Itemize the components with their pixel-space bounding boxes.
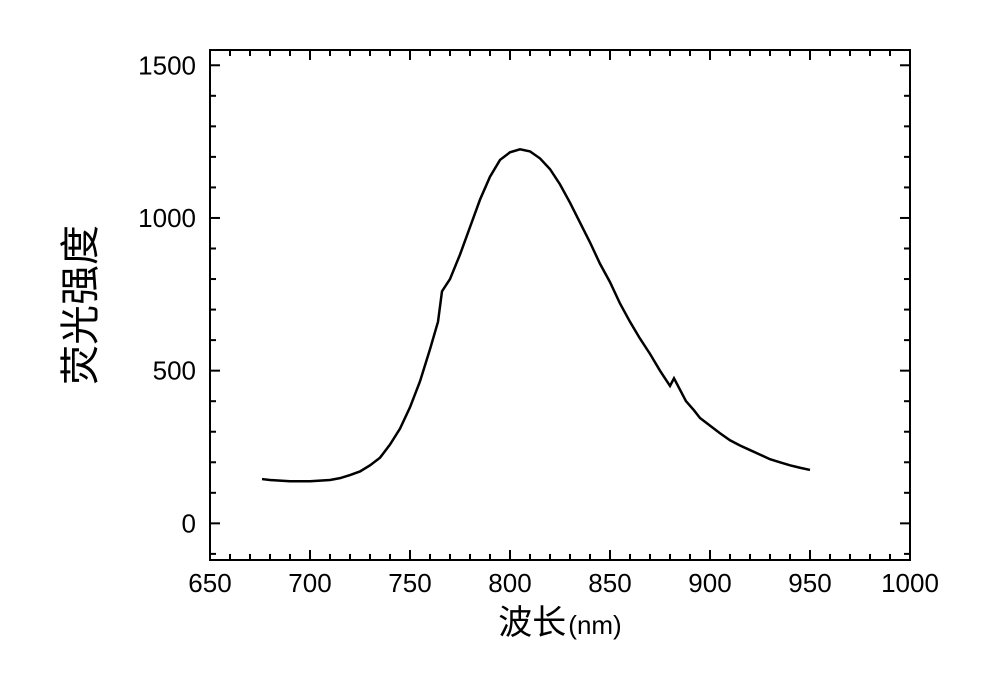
svg-text:0: 0 [182,508,196,538]
svg-text:1000: 1000 [881,568,939,598]
svg-text:950: 950 [788,568,831,598]
svg-text:1500: 1500 [138,50,196,80]
svg-text:900: 900 [688,568,731,598]
svg-text:波长(nm): 波长(nm) [498,604,621,642]
svg-text:750: 750 [388,568,431,598]
svg-text:700: 700 [288,568,331,598]
svg-text:650: 650 [188,568,231,598]
svg-text:850: 850 [588,568,631,598]
svg-text:荧光强度: 荧光强度 [58,225,103,385]
spectrum-chart: 650 700 750 800 850 900 950 1000 0 500 1000 1500 波长(… [50,30,950,670]
svg-text:800: 800 [488,568,531,598]
svg-text:1000: 1000 [138,203,196,233]
chart-svg: 650 700 750 800 850 900 950 1000 0 500 1000 1500 波长(… [50,30,950,670]
svg-text:500: 500 [153,356,196,386]
